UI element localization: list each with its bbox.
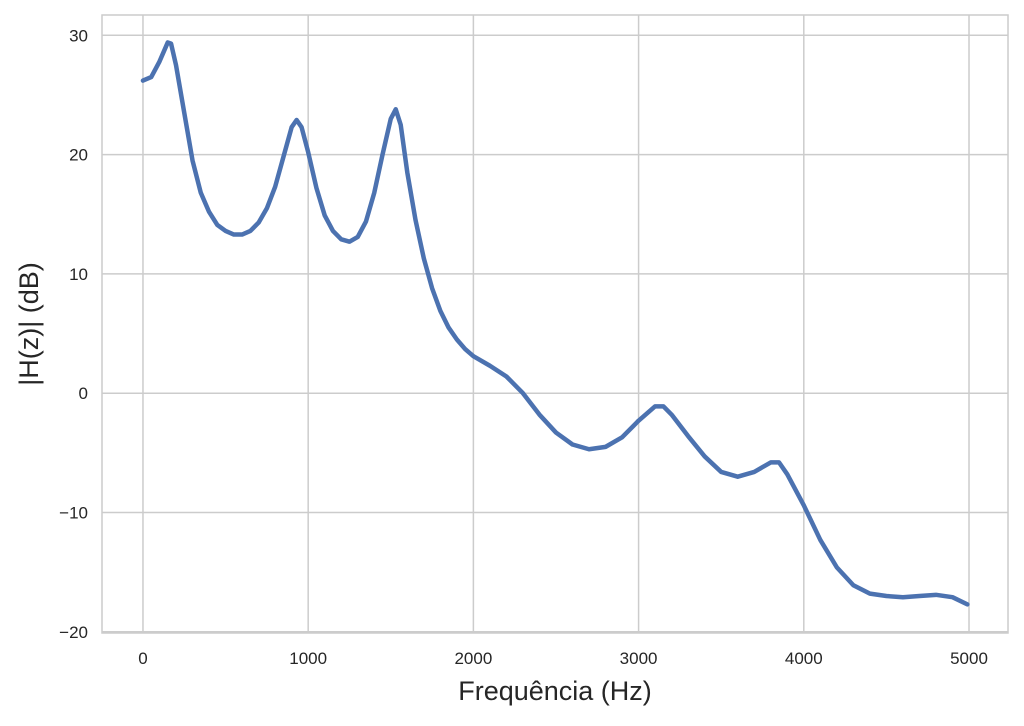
- data-line: [140, 40, 970, 607]
- y-tick-label: 0: [79, 384, 88, 403]
- x-tick-label: 3000: [620, 649, 658, 668]
- x-tick-label: 1000: [289, 649, 327, 668]
- x-axis-label: Frequência (Hz): [458, 676, 652, 706]
- plot-area: [101, 14, 1009, 634]
- x-tick-label: 2000: [454, 649, 492, 668]
- x-tick-label: 0: [138, 649, 147, 668]
- grid: [102, 15, 1008, 633]
- y-axis-label: |H(z)| (dB): [14, 262, 44, 386]
- y-tick-label: 10: [69, 265, 88, 284]
- y-tick-label: −10: [59, 504, 88, 523]
- y-tick-label: −20: [59, 623, 88, 642]
- y-tick-label: 30: [69, 26, 88, 45]
- lines: [140, 40, 970, 607]
- x-tick-label: 4000: [785, 649, 823, 668]
- y-tick-label: 20: [69, 146, 88, 165]
- x-tick-label: 5000: [950, 649, 988, 668]
